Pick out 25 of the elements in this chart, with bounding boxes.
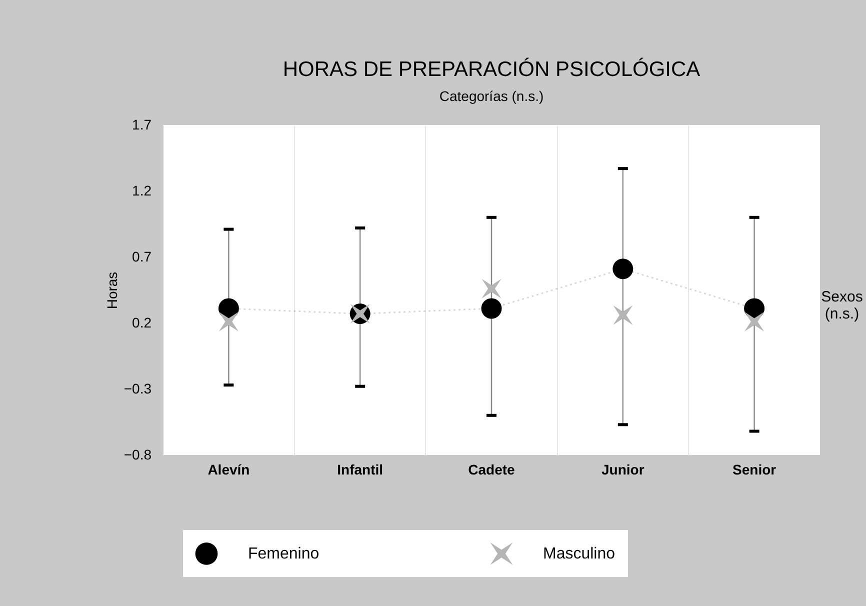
point — [612, 258, 634, 280]
y-tick-label: −0.3 — [124, 380, 152, 396]
point — [613, 305, 633, 325]
x-tick-label: Senior — [732, 462, 777, 478]
x-tick-label: Alevín — [208, 462, 250, 478]
x-tick-label: Infantil — [337, 462, 384, 478]
point — [481, 298, 502, 319]
point — [482, 278, 502, 298]
y-tick-label: 0.2 — [132, 314, 152, 330]
y-tick-label: −0.8 — [124, 446, 152, 462]
point — [744, 298, 765, 319]
point — [218, 298, 239, 319]
y-tick-label: 1.7 — [132, 116, 152, 132]
text: Sexos (n.s.) — [821, 288, 863, 323]
y-axis-title: Horas — [104, 272, 120, 310]
y-tick-label: 0.7 — [132, 248, 152, 264]
chart-title: HORAS DE PREPARACIÓN PSICOLÓGICA — [282, 57, 700, 81]
point — [218, 312, 238, 332]
x-tick-label: Junior — [602, 462, 645, 478]
legend-label: Masculino — [543, 546, 616, 563]
legend-label: Femenino — [248, 546, 320, 563]
chart-subtitle: Categorías (n.s.) — [439, 88, 544, 104]
x-tick-label: Cadete — [468, 462, 516, 478]
y-tick-label: 1.2 — [132, 182, 152, 198]
point — [744, 312, 764, 332]
